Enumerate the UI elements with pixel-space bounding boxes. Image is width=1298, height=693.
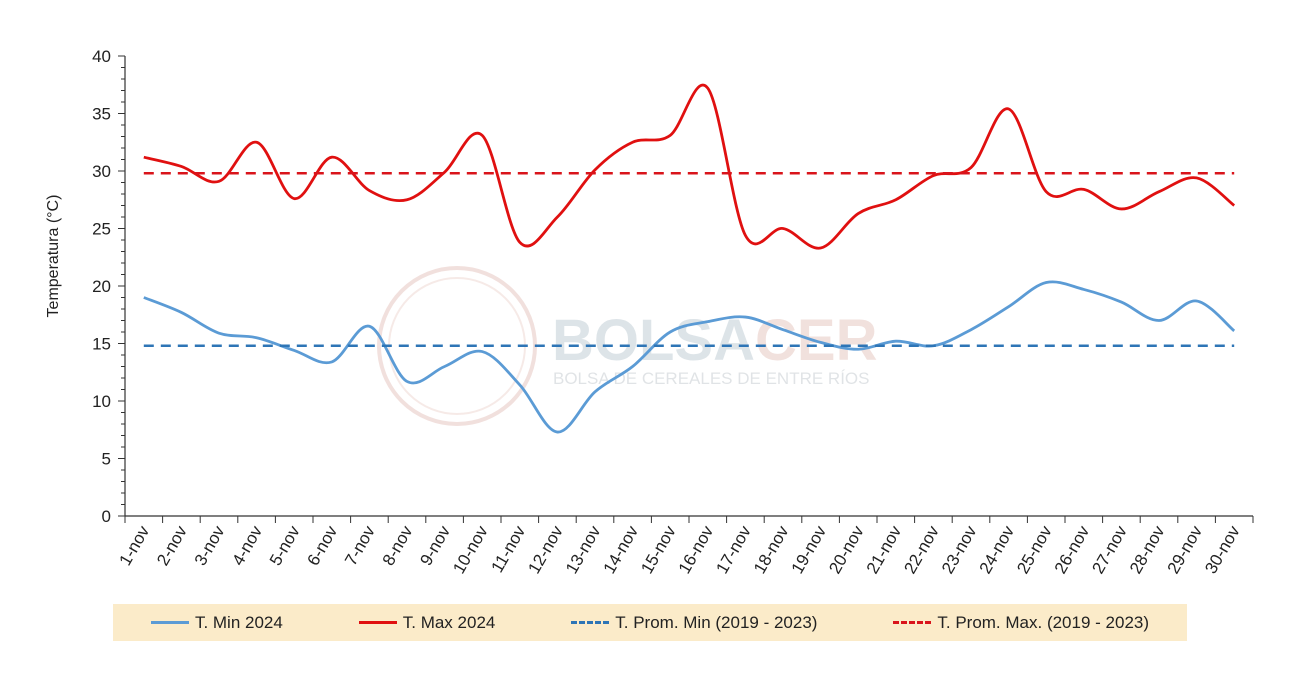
y-tick-label: 40 — [92, 47, 111, 66]
x-tick-label: 28-nov — [1126, 522, 1169, 577]
y-tick-label: 35 — [92, 105, 111, 124]
y-tick-label: 10 — [92, 392, 111, 411]
y-tick-label: 5 — [102, 450, 111, 469]
x-tick-label: 18-nov — [750, 522, 793, 577]
legend-label: T. Min 2024 — [194, 612, 283, 632]
x-tick-label: 8-nov — [379, 522, 417, 569]
svg-text:BOLSACER: BOLSACER — [552, 308, 877, 373]
legend-item-tmin: T. Min 2024 — [150, 612, 283, 633]
legend-label: T. Prom. Max. (2019 - 2023) — [937, 612, 1150, 632]
x-tick-label: 3-nov — [191, 522, 229, 569]
temperature-chart: BOLSACER BOLSA DE CEREALES DE ENTRE RÍOS… — [45, 47, 1254, 577]
series-group — [143, 83, 1236, 434]
x-tick-label: 14-nov — [600, 522, 643, 577]
x-tick-label: 29-nov — [1164, 522, 1207, 577]
x-tick-label: 2-nov — [153, 522, 191, 569]
legend: T. Min 2024 T. Max 2024 T. Prom. Min (20… — [113, 604, 1187, 641]
y-axis-label: Temperatura (°C) — [45, 195, 62, 318]
x-tick-label: 16-nov — [675, 522, 718, 577]
x-tick-label: 22-nov — [900, 522, 943, 577]
x-tick-label: 21-nov — [863, 522, 906, 577]
x-tick-label: 17-nov — [712, 522, 755, 577]
x-tick-label: 5-nov — [266, 522, 304, 569]
x-tick-label: 12-nov — [524, 522, 567, 577]
x-tick-label: 6-nov — [304, 522, 342, 569]
x-tick-label: 10-nov — [449, 522, 492, 577]
x-tick-label: 9-nov — [416, 522, 454, 569]
legend-swatch — [358, 621, 397, 624]
legend-swatch — [571, 621, 610, 624]
x-tick-label: 27-nov — [1088, 522, 1131, 577]
x-tick-label: 20-nov — [825, 522, 868, 577]
x-tick-label: 13-nov — [562, 522, 605, 577]
legend-item-prom-max: T. Prom. Max. (2019 - 2023) — [893, 613, 1149, 633]
x-tick-label: 23-nov — [938, 522, 981, 577]
x-tick-label: 19-nov — [788, 522, 831, 577]
y-tick-label: 25 — [92, 220, 111, 239]
legend-label: T. Prom. Min (2019 - 2023) — [615, 612, 818, 632]
legend-swatch — [893, 621, 932, 624]
x-tick-label: 24-nov — [976, 522, 1019, 577]
x-tick-label: 1-nov — [116, 522, 154, 569]
y-tick-label: 15 — [92, 335, 111, 354]
x-tick-label: 25-nov — [1013, 522, 1056, 577]
x-tick-label: 4-nov — [228, 522, 266, 569]
x-tick-label: 15-nov — [637, 522, 680, 577]
x-tick-label: 7-nov — [341, 522, 379, 569]
series-line-1 — [143, 83, 1236, 250]
legend-label: T. Max 2024 — [402, 612, 496, 632]
legend-item-prom-min: T. Prom. Min (2019 - 2023) — [571, 613, 817, 633]
y-tick-label: 0 — [102, 507, 111, 526]
watermark-subtitle: BOLSA DE CEREALES DE ENTRE RÍOS — [553, 369, 869, 388]
y-tick-label: 20 — [92, 277, 111, 296]
x-tick-label: 30-nov — [1201, 522, 1244, 577]
legend-swatch — [150, 621, 189, 624]
y-tick-label: 30 — [92, 162, 111, 181]
legend-item-tmax: T. Max 2024 — [358, 612, 496, 633]
x-tick-label: 26-nov — [1051, 522, 1094, 577]
series-line-0 — [143, 280, 1236, 434]
